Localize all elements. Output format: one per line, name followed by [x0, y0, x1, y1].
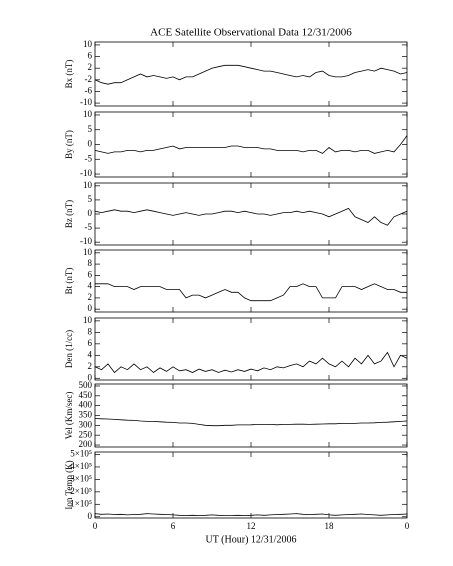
- y-tick-label: 2×10⁵: [70, 486, 92, 496]
- y-tick-label: 300: [79, 419, 93, 429]
- y-tick-label: 2: [88, 292, 93, 302]
- x-tick-label: 6: [171, 521, 176, 531]
- y-tick-label: 0: [88, 303, 93, 313]
- y-tick-label: 450: [79, 390, 93, 400]
- y-tick-label: 3×10⁵: [70, 473, 92, 483]
- data-line: [94, 64, 408, 85]
- y-tick-label: 0: [88, 372, 93, 382]
- y-axis-label: Ion Temp (K): [64, 460, 74, 509]
- y-tick-label: -5: [85, 222, 93, 232]
- y-tick-label: -10: [80, 168, 92, 178]
- y-tick-label: 2: [88, 361, 93, 371]
- y-axis-label: Bz (nT): [64, 200, 74, 228]
- data-line: [94, 351, 408, 374]
- y-tick-label: 400: [79, 400, 93, 410]
- y-tick-label: 250: [79, 429, 93, 439]
- y-tick-label: 2: [88, 62, 93, 72]
- x-tick-label: 12: [247, 521, 256, 531]
- y-tick-label: 8: [88, 326, 93, 336]
- y-tick-label: 200: [79, 439, 93, 449]
- chart-title: ACE Satellite Observational Data 12/31/2…: [150, 27, 352, 39]
- y-tick-label: 5×10⁵: [70, 449, 92, 459]
- data-line: [94, 207, 408, 226]
- y-axis-label: Den (1/cc): [64, 330, 74, 368]
- x-tick-label: 0: [405, 521, 410, 531]
- data-line: [95, 283, 407, 302]
- x-tick-label: 0: [93, 521, 98, 531]
- y-tick-label: -10: [80, 97, 92, 107]
- y-tick-label: -5: [85, 153, 93, 163]
- y-tick-label: -2: [85, 74, 93, 84]
- y-tick-label: 10: [83, 247, 93, 257]
- y-axis-label: Vel (Km/sec): [64, 392, 74, 440]
- y-tick-label: 4: [88, 349, 93, 359]
- y-tick-label: 4×10⁵: [70, 461, 92, 471]
- panel-frame: [94, 317, 408, 381]
- y-tick-label: 6: [88, 338, 93, 348]
- y-tick-label: -10: [80, 236, 92, 246]
- y-tick-label: 6: [88, 51, 93, 61]
- panel-frame: [94, 249, 408, 313]
- y-tick-label: 350: [79, 410, 93, 420]
- panel-frame: [94, 182, 408, 246]
- y-tick-label: 4: [88, 281, 93, 291]
- y-tick-label: 1×10⁵: [70, 498, 92, 508]
- data-line: [94, 135, 408, 154]
- y-tick-label: 5: [88, 194, 93, 204]
- data-line: [94, 418, 408, 427]
- y-tick-label: -6: [85, 86, 93, 96]
- y-tick-label: 6: [88, 269, 93, 279]
- panel-frame: [94, 111, 408, 178]
- y-tick-label: 5: [88, 124, 93, 134]
- y-tick-label: 8: [88, 258, 93, 268]
- y-tick-label: 10: [83, 180, 93, 190]
- y-tick-label: 0: [88, 511, 93, 521]
- y-tick-label: 0: [88, 208, 93, 218]
- panel-frame: [94, 383, 408, 448]
- y-tick-label: 0: [88, 139, 93, 149]
- x-axis-label: UT (Hour) 12/31/2006: [206, 534, 297, 545]
- y-tick-label: 10: [83, 315, 93, 325]
- y-axis-label: Bx (nT): [64, 60, 74, 89]
- y-tick-label: 10: [83, 109, 93, 119]
- panel-frame: [94, 451, 408, 519]
- y-axis-label: Bt (nT): [64, 268, 74, 295]
- panel-frame: [94, 41, 408, 107]
- y-tick-label: 10: [83, 39, 93, 49]
- x-tick-label: 18: [325, 521, 335, 531]
- y-tick-label: 500: [79, 380, 93, 390]
- data-line: [94, 513, 408, 516]
- y-axis-label: By (nT): [64, 130, 74, 159]
